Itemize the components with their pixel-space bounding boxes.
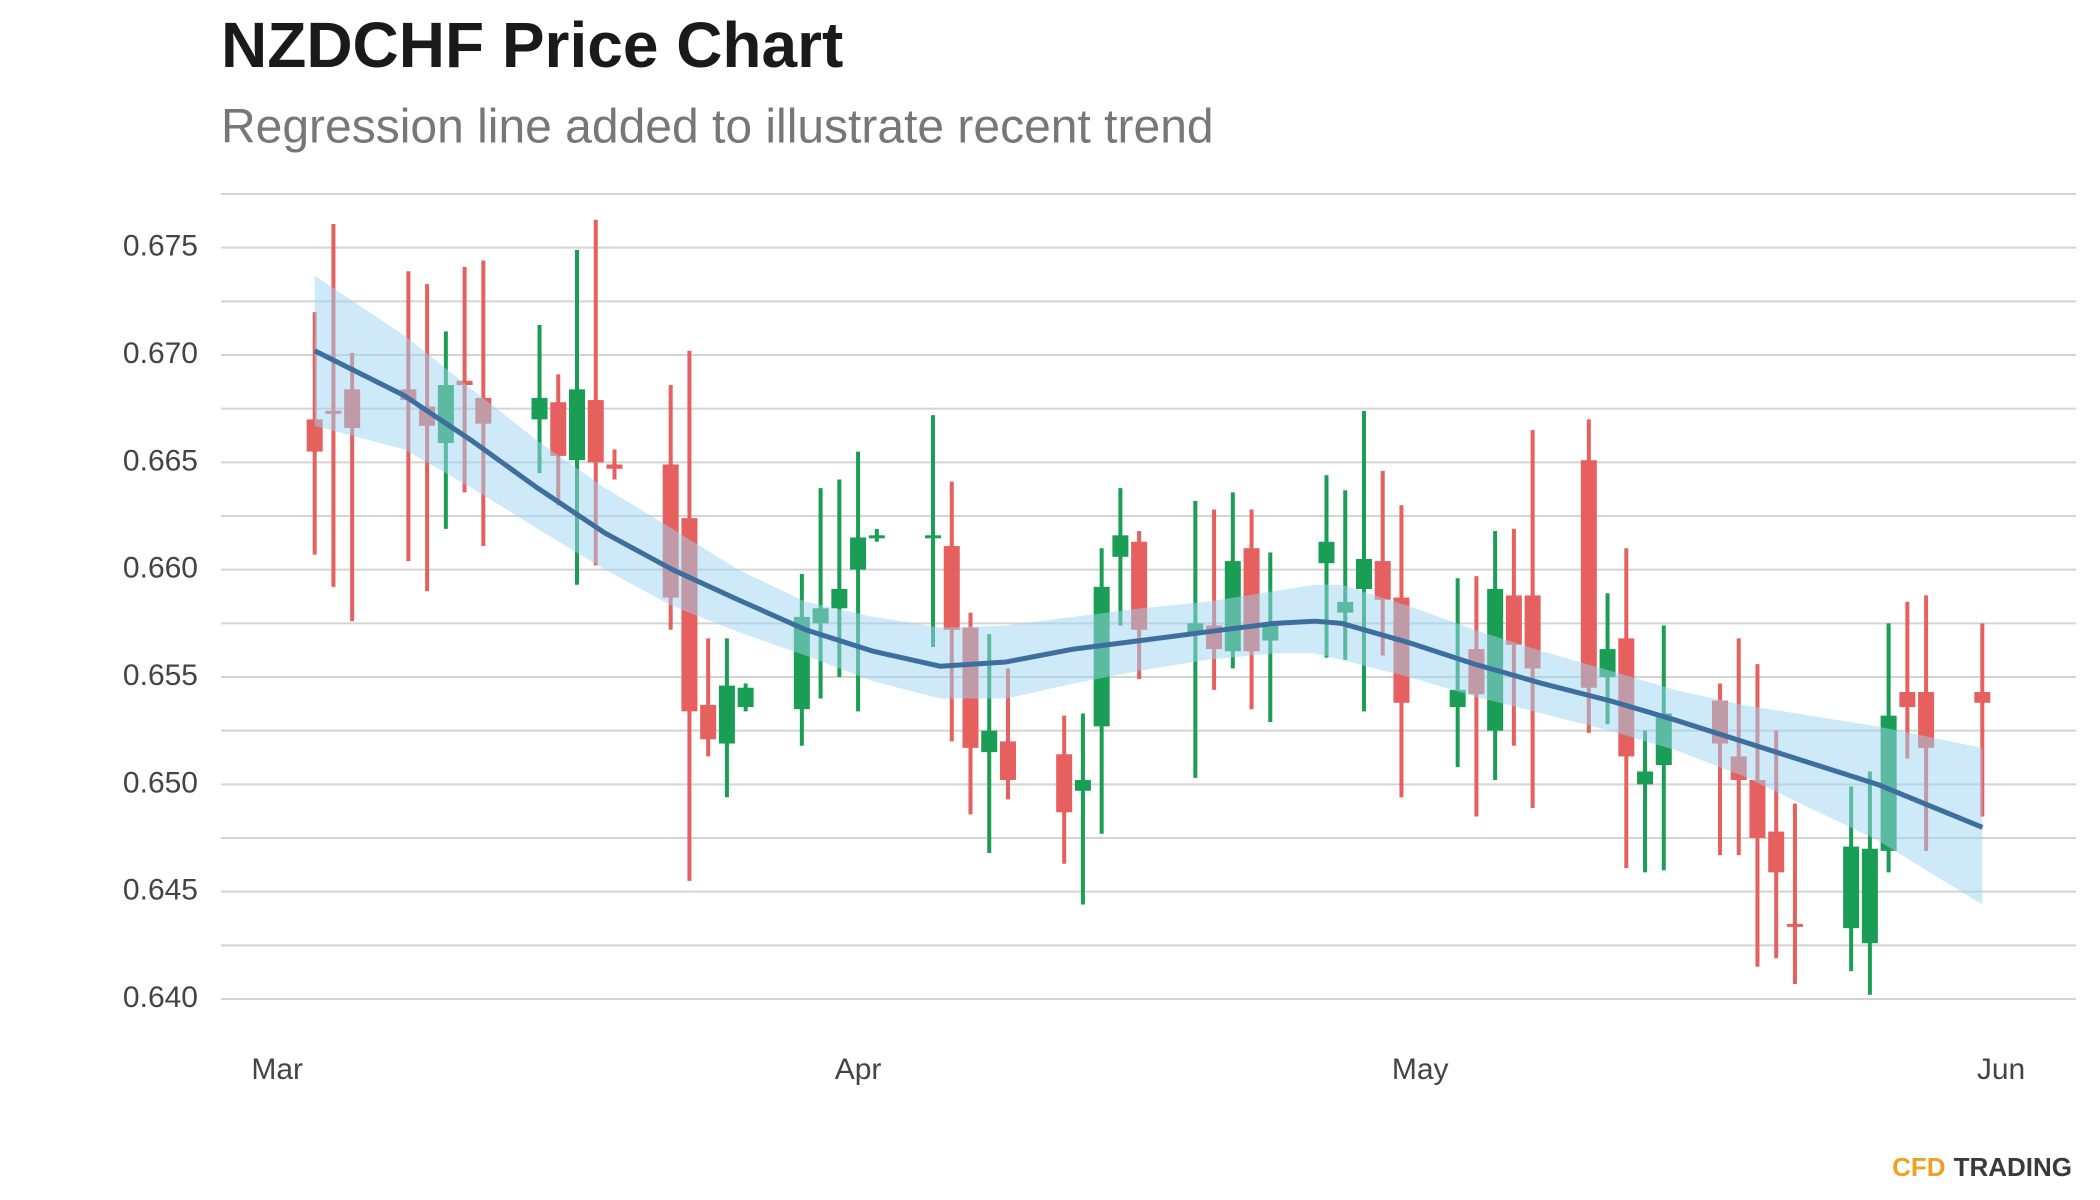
candle-body (1580, 460, 1597, 688)
y-tick-label: 0.640 (123, 981, 198, 1014)
candle-body (925, 535, 942, 539)
logo: CFD TRADING (1892, 1152, 2072, 1182)
candle-body (531, 397, 548, 420)
candle-body (737, 687, 754, 708)
chart-title: NZDCHF Price Chart (221, 9, 843, 81)
y-tick-label: 0.660 (123, 552, 198, 585)
candle-body (606, 464, 623, 469)
candle-body (1355, 558, 1372, 589)
candle-body (831, 588, 848, 609)
x-tick-label: Apr (835, 1053, 882, 1086)
candle-body (1505, 595, 1522, 645)
y-tick-label: 0.650 (123, 766, 198, 799)
candle-body (1056, 754, 1073, 813)
candle-body (550, 402, 567, 456)
chart-subtitle: Regression line added to illustrate rece… (221, 101, 1214, 154)
candle-body (1074, 780, 1091, 791)
y-tick-label: 0.675 (123, 230, 198, 263)
y-tick-label: 0.670 (123, 337, 198, 370)
y-tick-label: 0.645 (123, 874, 198, 907)
candle-body (456, 380, 473, 386)
confidence-band (314, 275, 1983, 905)
candle-body (569, 389, 586, 461)
candle-body (1768, 831, 1785, 873)
candle-body (999, 741, 1016, 781)
candle-body (1637, 771, 1654, 785)
candle-body (306, 419, 323, 452)
candle-body (587, 400, 604, 463)
candle-body (850, 537, 867, 570)
candle-body (1318, 541, 1335, 564)
candle-body (1374, 561, 1391, 600)
logo-first: CFD (1892, 1152, 1945, 1182)
candle-body (1861, 848, 1878, 944)
candle-body (1112, 535, 1129, 557)
candle-body (1899, 692, 1916, 708)
x-tick-label: Jun (1977, 1053, 2025, 1086)
candle-body (1974, 692, 1991, 703)
y-tick-label: 0.655 (123, 659, 198, 692)
candle-body (1918, 692, 1935, 748)
candle-body (1786, 923, 1803, 927)
candle-body (718, 685, 735, 744)
candle-body (981, 730, 998, 753)
logo-second: TRADING (1954, 1152, 2072, 1182)
candle-body (1131, 541, 1148, 630)
candle-body (1843, 846, 1860, 929)
x-tick-label: Mar (251, 1053, 303, 1086)
candle-body (943, 546, 960, 630)
regression-line (313, 348, 1984, 830)
candle-body (1749, 780, 1766, 838)
candle-body (700, 704, 717, 740)
y-tick-label: 0.665 (123, 444, 198, 477)
candle-body (1449, 689, 1466, 708)
candle-body (868, 535, 885, 539)
x-tick-label: May (1392, 1053, 1449, 1086)
